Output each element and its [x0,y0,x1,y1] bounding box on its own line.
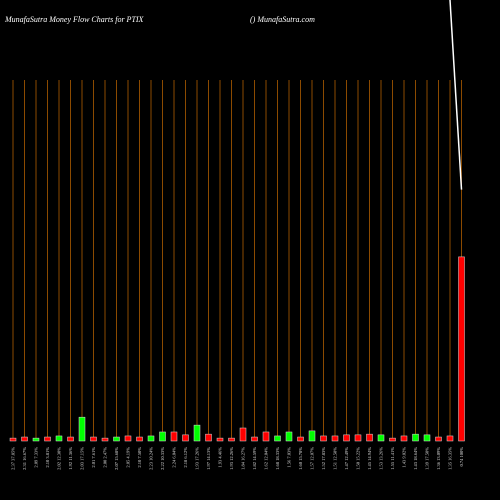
x-tick-label: 2.22 10.33% [160,447,165,470]
bar [366,433,373,442]
bar [354,434,362,442]
bar [423,434,431,442]
x-tick-label: 2.10 7.50% [137,447,142,468]
bar [274,435,281,442]
bar [412,433,419,442]
x-tick-label: 2.01 7.61% [91,447,96,468]
x-tick-label: 1.53 13.26% [379,447,384,470]
bar [285,431,293,442]
x-tick-label: 1.45 14.94% [367,447,372,470]
x-tick-label: 1.56 7.03% [287,447,292,468]
x-tick-label: 1.82 14.59% [252,447,257,470]
bar [44,436,51,442]
x-tick-label: 2.10 3.81% [45,447,50,468]
bar [124,435,132,442]
x-tick-label: 1.52 17.83% [321,447,326,470]
x-tick-label: 1.35 16.35% [448,447,453,470]
bar [400,435,408,442]
x-tick-label: 2.02 12.30% [57,447,62,470]
bar [21,436,28,442]
x-tick-label: 1.50 15.22% [356,447,361,470]
x-tick-label: 1.43 9.02% [402,447,407,468]
x-tick-label: 0.74 100% [459,447,464,467]
bar [458,256,465,442]
chart-title: MunafaSutra Money Flow Charts for PTIX [4,15,145,24]
x-tick-label: 1.39 17.50% [425,447,430,470]
x-tick-label: 1.55 11.41% [390,447,395,470]
x-tick-label: 2.18 6.12% [183,447,188,468]
bar [297,436,304,442]
bar [182,434,189,442]
bar [147,435,155,442]
bar [136,436,143,442]
x-tick-label: 1.93 12.26% [229,447,234,470]
bar [343,434,350,442]
chart-subtitle: () MunafaSutra.com [250,15,315,24]
bar [262,431,270,442]
bar [377,434,385,442]
x-tick-label: 1.47 12.49% [344,447,349,470]
bar [193,424,201,442]
x-tick-label: 1.93 17.26% [195,447,200,470]
x-tick-label: 1.97 14.13% [206,447,211,470]
bar [435,436,442,442]
bar [331,435,339,442]
bar [446,435,454,442]
bar [78,416,86,442]
x-tick-label: 1.43 18.64% [413,447,418,470]
bar [251,436,258,442]
bar [228,437,235,442]
bar [32,437,40,442]
x-tick-label: 1.92 11.36% [68,447,73,470]
x-tick-label: 2.03 17.15% [80,447,85,470]
bar [9,437,17,442]
bar [90,436,97,442]
bar [159,431,166,442]
bar [55,435,63,442]
x-tick-label: 2.05 4.19% [126,447,131,468]
bar [389,437,396,442]
x-tick-label: 2.31 16.67% [22,447,27,470]
bar [216,437,224,442]
x-tick-label: 1.68 18.33% [275,447,280,470]
x-tick-label: 2.00 2.47% [103,447,108,468]
x-tick-label: 1.93 4.46% [218,447,223,468]
bar [205,433,212,442]
x-tick-label: 2.24 6.04% [172,447,177,468]
bar [170,431,178,442]
bar [113,436,120,442]
x-tick-label: 1.60 15.78% [298,447,303,470]
x-tick-label: 1.57 12.07% [310,447,315,470]
x-tick-label: 1.51 12.58% [333,447,338,470]
bar [239,427,247,442]
x-tick-label: 2.37 37.85% [11,447,16,470]
x-tick-label: 2.23 10.24% [149,447,154,470]
price-line [449,0,463,190]
x-tick-label: 2.09 7.33% [34,447,39,468]
bar [67,436,74,442]
bar [308,430,316,442]
bar [320,435,327,442]
x-tick-label: 2.07 15.68% [114,447,119,470]
bar [101,437,109,442]
x-tick-label: 1.36 13.09% [436,447,441,470]
x-tick-label: 1.84 16.27% [241,447,246,470]
x-tick-label: 1.62 12.04% [264,447,269,470]
